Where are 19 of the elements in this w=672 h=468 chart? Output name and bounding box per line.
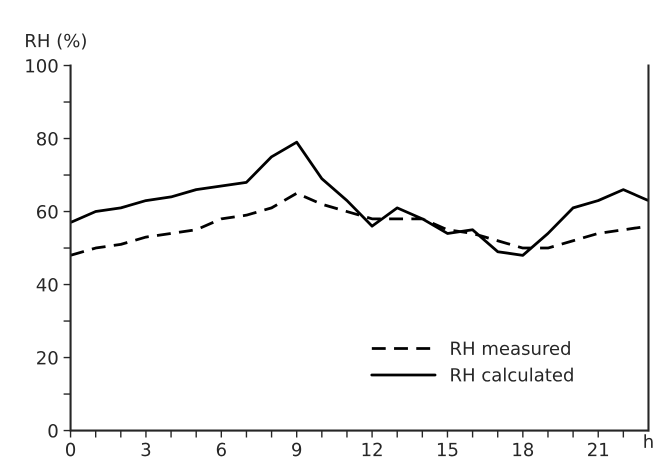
x-tick-label: 3 bbox=[142, 442, 150, 456]
x-tick-label: 12 bbox=[362, 442, 382, 456]
y-tick-label: 0 bbox=[48, 424, 58, 438]
y-tick-label: 40 bbox=[36, 278, 58, 292]
y-axis-title: RH (%) bbox=[26, 33, 86, 50]
x-tick-label: 6 bbox=[216, 442, 226, 456]
y-tick-label: 20 bbox=[37, 351, 58, 365]
x-tick-label: 18 bbox=[513, 442, 534, 456]
line-series bbox=[70, 140, 648, 257]
y-tick-label: 80 bbox=[37, 132, 58, 146]
x-tick-label: 21 bbox=[588, 442, 608, 456]
x-tick-label: 0 bbox=[66, 442, 76, 456]
x-tick-label: 9 bbox=[292, 442, 302, 456]
y-tick-label: 100 bbox=[26, 58, 58, 73]
legend-label: RH calculated bbox=[451, 368, 573, 382]
x-axis-title: h bbox=[644, 434, 653, 448]
legend-label: RH measured bbox=[451, 341, 570, 356]
x-tick-label: 15 bbox=[438, 442, 458, 456]
y-tick-label: 60 bbox=[37, 204, 58, 219]
